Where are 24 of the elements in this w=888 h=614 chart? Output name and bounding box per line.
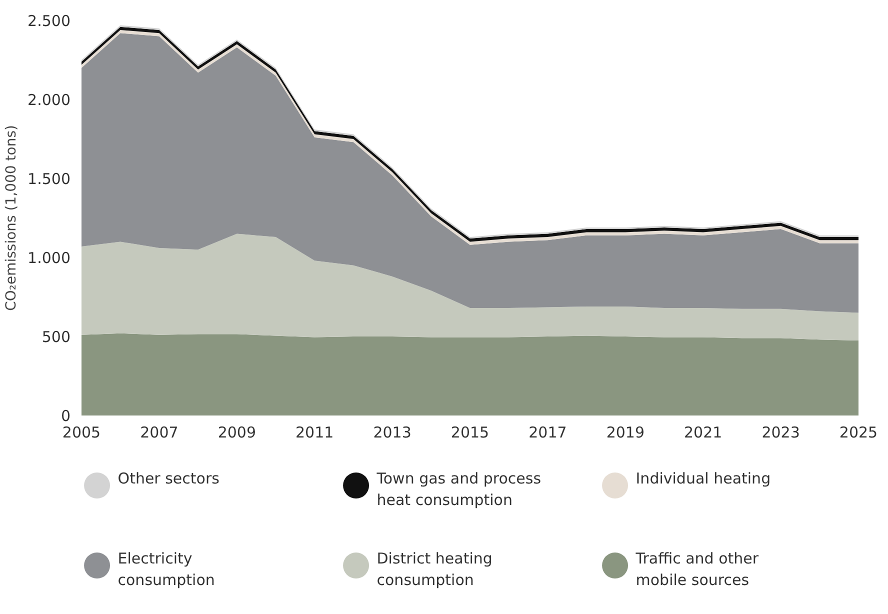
x-tick-label: 2013 — [373, 424, 412, 442]
y-tick-label: 500 — [42, 328, 71, 346]
x-tick-label: 2025 — [839, 424, 878, 442]
x-tick-label: 2009 — [218, 424, 256, 442]
x-tick-label: 2015 — [450, 424, 490, 442]
y-tick-label: 0 — [60, 407, 71, 425]
legend-label: District heating consumption — [376, 550, 492, 590]
legend-label: Individual heating — [636, 470, 771, 488]
y-tick-label: 1.500 — [28, 170, 71, 188]
x-tick-label: 2023 — [762, 424, 800, 442]
y-tick-label: 2.000 — [28, 91, 71, 109]
y-tick-label: 2.500 — [28, 12, 71, 30]
x-tick-label: 2017 — [528, 424, 567, 442]
legend-label: Traffic and other mobile sources — [634, 550, 760, 590]
legend-label: Electricity consumption — [118, 550, 215, 590]
x-tick-label: 2007 — [140, 424, 178, 442]
x-tick-label: 2019 — [606, 424, 644, 442]
x-tick-label: 2011 — [296, 424, 334, 442]
x-tick-label: 2021 — [684, 424, 722, 442]
y-tick-label: 1.000 — [28, 249, 71, 267]
y-axis-title: CO₂emissions (1,000 tons) — [4, 125, 20, 311]
legend-label: Town gas and process heat consumption — [376, 470, 542, 510]
x-tick-label: 2005 — [62, 424, 101, 442]
legend-label: Other sectors — [118, 470, 220, 488]
